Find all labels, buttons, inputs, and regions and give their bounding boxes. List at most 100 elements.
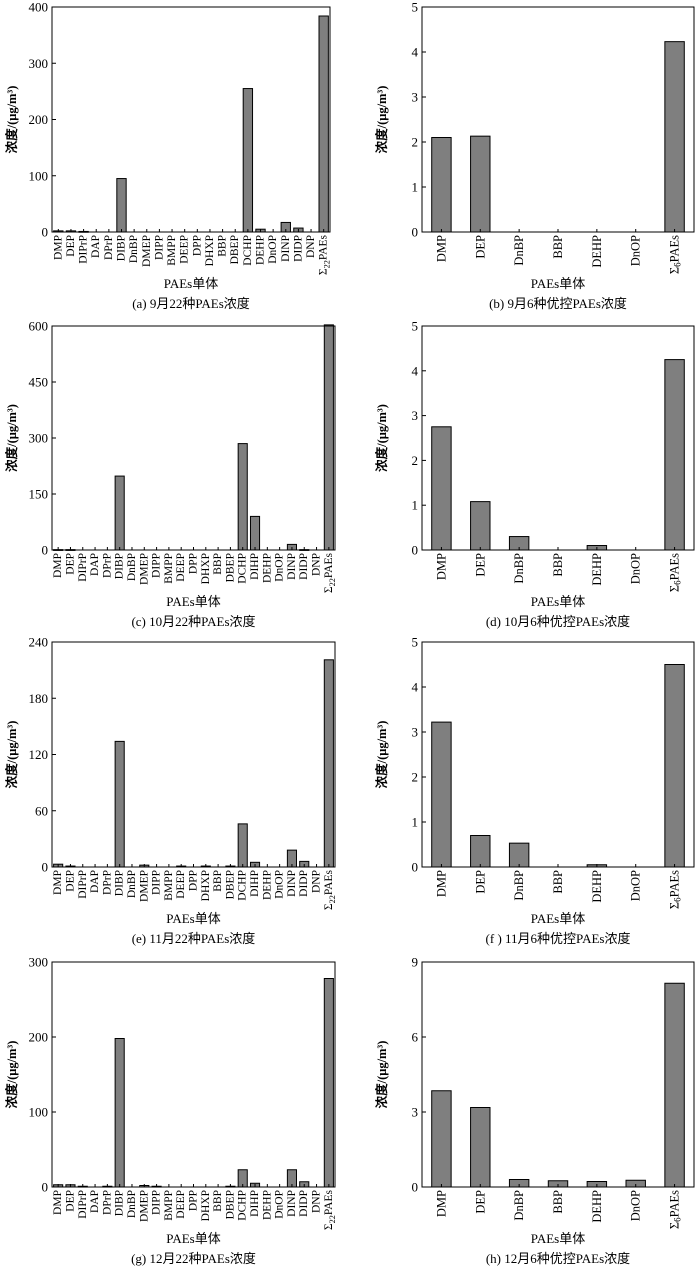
x-tick-label: DEP <box>64 870 76 892</box>
y-tick-label: 0 <box>42 543 49 558</box>
x-tick-label: DEHP <box>261 1190 273 1220</box>
x-tick-label: DNP <box>311 870 323 893</box>
x-tick-label: DnBP <box>126 870 138 898</box>
x-tick-label: Σ6PAEs <box>668 870 683 909</box>
x-tick-label: DCHP <box>237 1190 249 1221</box>
x-tick-label: DnBP <box>512 553 526 584</box>
y-tick-label: 100 <box>29 168 49 183</box>
x-tick-label: DEP <box>473 553 487 577</box>
x-tick-label: DBEP <box>224 870 236 899</box>
x-tick-label: DPrP <box>103 235 115 260</box>
x-tick-label: DEHP <box>261 553 273 583</box>
x-tick-label: Σ22PAEs <box>323 1189 337 1230</box>
y-axis-label: 浓度/(μg/m³) <box>374 1041 389 1109</box>
x-axis-label: PAEs单体 <box>531 594 585 609</box>
y-tick-label: 100 <box>29 1105 49 1120</box>
x-tick-label: DNP <box>311 553 323 576</box>
x-axis-label: PAEs单体 <box>531 911 585 926</box>
x-tick-label: DPrP <box>101 553 113 578</box>
y-tick-label: 2 <box>412 770 419 785</box>
x-tick-label: DEHP <box>261 870 273 900</box>
x-tick-label: BBP <box>212 870 224 892</box>
x-tick-label: DIBP <box>116 235 128 261</box>
chart-panel-g: 0 100 200 300 DMP DEP DIPrP DAP DPrP DIBP DnBP DMEP… <box>4 955 336 1267</box>
plot-frame <box>421 325 695 551</box>
y-tick-label: 60 <box>35 803 48 818</box>
x-tick-label: DnOP <box>629 235 643 266</box>
x-tick-label: Σ6PAEs <box>668 1190 683 1229</box>
x-tick-label: DIDP <box>298 870 310 897</box>
x-tick-label: DMEP <box>138 1190 150 1222</box>
x-tick-label: DEEP <box>175 553 187 582</box>
y-tick-label: 5 <box>412 635 419 650</box>
x-tick-label: DEEP <box>175 1190 187 1219</box>
x-tick-label: DIPP <box>151 1190 163 1215</box>
bar-6paes <box>664 359 685 551</box>
y-tick-label: 600 <box>29 319 49 334</box>
x-tick-label: DMEP <box>138 870 150 902</box>
x-tick-label: DMP <box>434 870 448 897</box>
y-tick-label: 300 <box>29 431 49 446</box>
x-tick-label: DnBP <box>512 870 526 901</box>
x-tick-label: DEHP <box>590 1190 604 1223</box>
y-axis-label: 浓度/(μg/m³) <box>4 404 19 472</box>
x-tick-label: DnOP <box>629 870 643 901</box>
chart-panel-e: 0 60 120 180 240 DMP DEP DIPrP DAP DPrP DIBP DnBP DM… <box>4 635 336 947</box>
panel-caption: (a) 9月22种PAEs浓度 <box>132 296 250 311</box>
bar-dibp <box>114 1038 125 1188</box>
bar-dibp <box>116 178 127 233</box>
plot-frame <box>421 961 695 1188</box>
x-tick-label: DIDP <box>298 1190 310 1217</box>
panel-caption: (d) 10月6种优控PAEs浓度 <box>486 614 630 629</box>
y-tick-label: 0 <box>42 860 49 875</box>
x-tick-label: DnOP <box>274 553 286 582</box>
bar-6paes <box>664 41 685 233</box>
y-axis-label: 浓度/(μg/m³) <box>374 721 389 789</box>
y-tick-label: 3 <box>412 725 419 740</box>
x-tick-label: DEHP <box>590 235 604 268</box>
x-tick-label: DIHP <box>249 553 261 580</box>
bar-6paes <box>664 664 685 868</box>
x-axis-label: PAEs单体 <box>166 911 220 926</box>
y-axis-label: 浓度/(μg/m³) <box>4 1041 19 1109</box>
x-tick-label: DPrP <box>101 870 113 895</box>
bar-22paes <box>318 15 329 233</box>
plot-frame <box>51 961 336 1188</box>
x-tick-label: DINP <box>286 870 298 897</box>
x-tick-label: BMPP <box>163 553 175 584</box>
x-tick-label: DMP <box>434 235 448 262</box>
x-tick-label: DEP <box>473 1190 487 1214</box>
plot-frame <box>421 641 695 868</box>
x-tick-label: Σ6PAEs <box>668 553 683 592</box>
x-tick-label: DMP <box>434 1190 448 1217</box>
x-tick-label: DMP <box>52 1190 64 1215</box>
bar-dibp <box>114 740 125 868</box>
x-tick-label: DMP <box>52 870 64 895</box>
plot-frame <box>51 641 336 868</box>
bar-dchp <box>237 823 248 868</box>
chart-panel-b: 0 1 2 3 4 5 DMP DEP DnBP BBP DEHP DnOP Σ6PAEs 浓度/(μg/… <box>374 0 695 311</box>
panel-caption: (g) 12月22种PAEs浓度 <box>131 1251 256 1266</box>
y-tick-label: 3 <box>412 1105 419 1120</box>
bar-22paes <box>323 324 334 551</box>
x-tick-label: BBP <box>212 553 224 575</box>
x-tick-label: DIPP <box>153 235 165 260</box>
x-tick-label: Σ6PAEs <box>668 235 683 274</box>
x-tick-label: DAP <box>89 1190 101 1213</box>
x-tick-label: DPP <box>191 235 203 256</box>
y-tick-label: 300 <box>29 955 49 970</box>
x-tick-label: DMEP <box>141 235 153 267</box>
bar-dep <box>470 135 491 233</box>
x-tick-label: DINP <box>280 235 292 262</box>
y-tick-label: 180 <box>29 691 49 706</box>
x-tick-label: DEP <box>64 1190 76 1212</box>
x-tick-label: DPP <box>188 870 200 891</box>
bar-dibp <box>114 475 125 551</box>
panel-caption: (h) 12月6种优控PAEs浓度 <box>486 1251 630 1266</box>
x-tick-label: DPP <box>188 1190 200 1211</box>
bar-dmp <box>431 426 452 551</box>
x-axis-label: PAEs单体 <box>166 594 220 609</box>
x-tick-label: DIBP <box>114 1190 126 1216</box>
